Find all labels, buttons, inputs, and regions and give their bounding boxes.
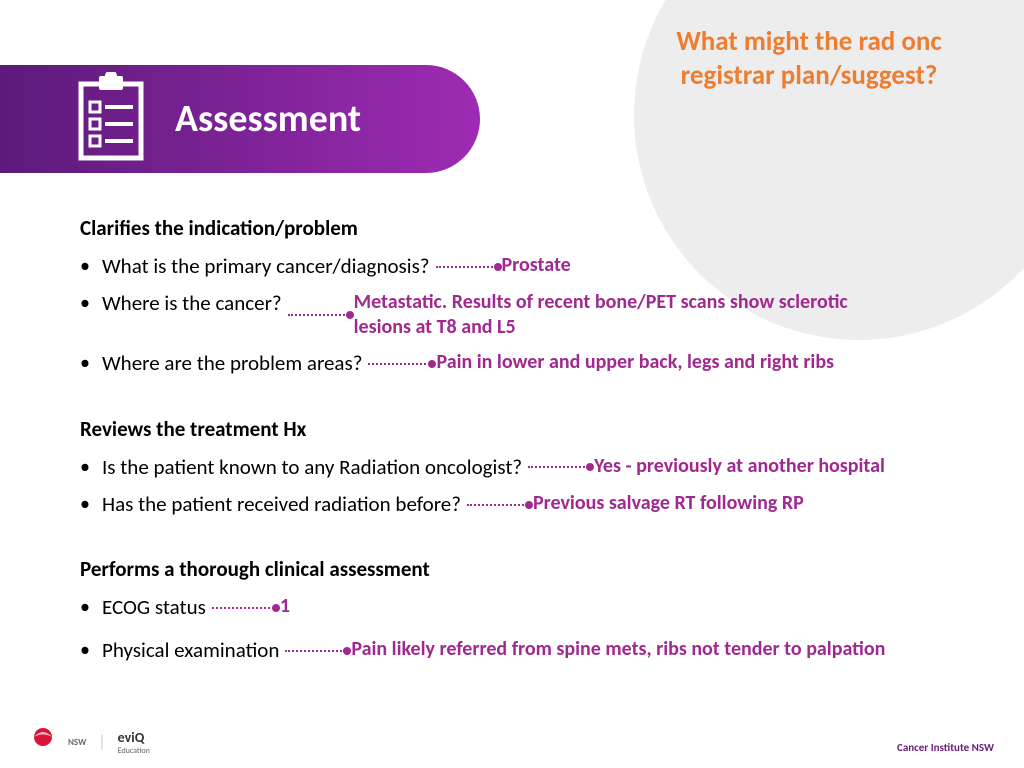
clipboard-icon (75, 72, 147, 167)
bullet-icon: • (80, 491, 102, 517)
answer-text: Previous salvage RT following RP (533, 491, 804, 516)
answer-text: Pain likely referred from spine mets, ri… (351, 637, 885, 662)
list-item: • Physical examination Pain likely refer… (80, 637, 960, 664)
connector-line (288, 314, 348, 316)
connector-line (212, 607, 274, 609)
connector-line (528, 466, 588, 468)
list-item: • Has the patient received radiation bef… (80, 491, 960, 518)
bullet-icon: • (80, 637, 102, 663)
bullet-icon: • (80, 290, 102, 316)
list-item: • Is the patient known to any Radiation … (80, 454, 960, 481)
nsw-label: NSW (68, 737, 86, 748)
list-item: • Where is the cancer? Metastatic. Resul… (80, 290, 960, 340)
bullet-icon: • (80, 454, 102, 480)
nsw-logo-icon (30, 727, 56, 758)
title-banner: Assessment (0, 65, 480, 173)
connector-line (467, 504, 527, 506)
eviq-sub: Education (118, 746, 150, 756)
question-text: What is the primary cancer/diagnosis? (102, 253, 430, 280)
connector-line (285, 650, 345, 652)
banner-title: Assessment (175, 96, 361, 142)
answer-text: 1 (280, 594, 290, 619)
answer-text: Metastatic. Results of recent bone/PET s… (354, 290, 894, 340)
list-item: • Where are the problem areas? Pain in l… (80, 350, 960, 377)
answer-text: Prostate (502, 253, 571, 278)
connector-line (368, 363, 430, 365)
answer-text: Pain in lower and upper back, legs and r… (436, 350, 834, 375)
section-heading: Performs a thorough clinical assessment (80, 556, 960, 582)
section-heading: Reviews the treatment Hx (80, 416, 960, 442)
footer-right: Cancer Institute NSW (897, 741, 994, 754)
question-text: ECOG status (102, 594, 206, 621)
bullet-icon: • (80, 594, 102, 620)
section-heading: Clarifies the indication/problem (80, 215, 960, 241)
footer-left: NSW | eviQ Education (30, 727, 150, 758)
list-item: • ECOG status 1 (80, 594, 960, 621)
list-item: • What is the primary cancer/diagnosis? … (80, 253, 960, 280)
eviq-label: eviQ (118, 729, 150, 746)
content-area: Clarifies the indication/problem • What … (80, 215, 960, 675)
question-text: Where is the cancer? (102, 290, 282, 317)
bullet-icon: • (80, 253, 102, 279)
question-text: Physical examination (102, 637, 279, 664)
answer-text: Yes - previously at another hospital (594, 454, 885, 479)
connector-line (436, 266, 496, 268)
question-text: Where are the problem areas? (102, 350, 362, 377)
question-text: Is the patient known to any Radiation on… (102, 454, 522, 481)
bullet-icon: • (80, 350, 102, 376)
callout-text: What might the rad onc registrar plan/su… (664, 25, 954, 93)
question-text: Has the patient received radiation befor… (102, 491, 461, 518)
